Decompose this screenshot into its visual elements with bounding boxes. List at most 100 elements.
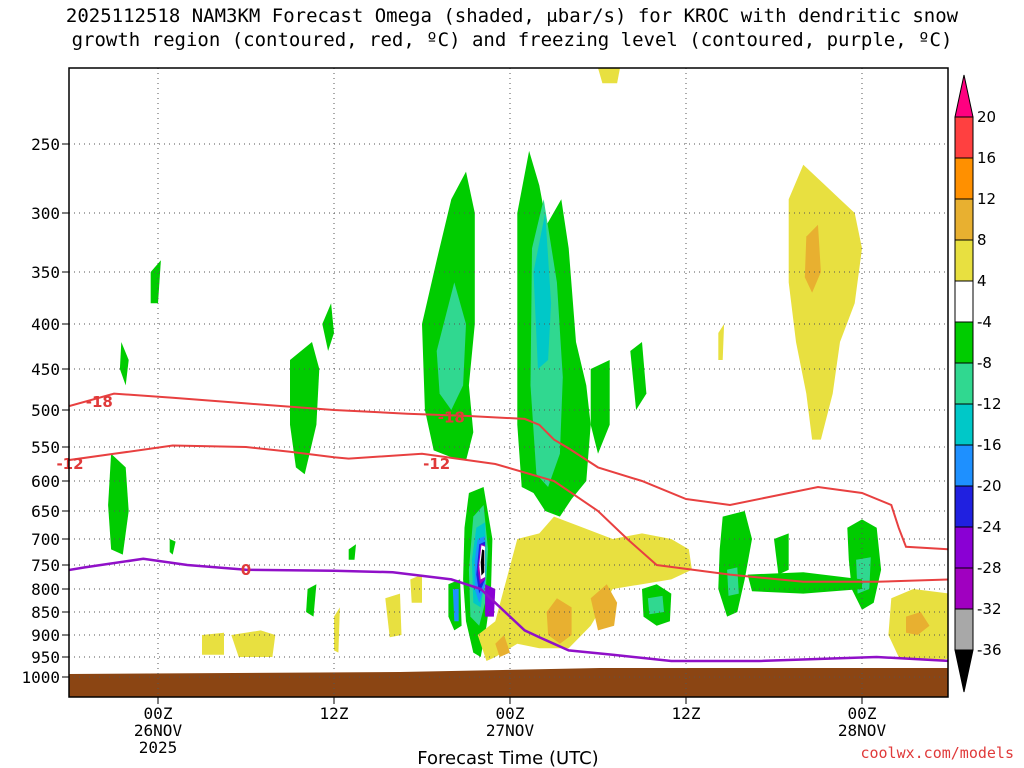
omega-shading xyxy=(0,68,1022,661)
y-tick-label: 650 xyxy=(31,502,60,521)
colorbar-cap-bottom xyxy=(954,649,974,693)
contour-lines xyxy=(69,392,948,663)
y-tick-label: 750 xyxy=(31,556,60,575)
omega-blob xyxy=(0,417,10,467)
colorbar-segment xyxy=(954,485,974,528)
colorbar-label: 4 xyxy=(977,272,987,290)
x-tick-label: 00Z xyxy=(144,704,173,723)
omega-blob xyxy=(480,549,485,576)
x-tick-date: 26NOV xyxy=(134,721,183,740)
omega-blob xyxy=(598,68,620,84)
omega-blob xyxy=(1006,584,1015,621)
omega-blob xyxy=(334,607,340,653)
colorbar-label: 16 xyxy=(977,149,996,167)
omega-blob xyxy=(348,544,356,560)
colorbar-segment xyxy=(954,239,974,282)
omega-blob xyxy=(1016,525,1022,536)
plot-frame xyxy=(68,67,949,698)
colorbar-cap-top xyxy=(954,74,974,118)
omega-blob xyxy=(647,595,664,615)
omega-blob xyxy=(150,260,161,304)
y-tick-label: 500 xyxy=(31,401,60,420)
x-tick-date: 28NOV xyxy=(838,721,887,740)
colorbar-label: -36 xyxy=(977,641,1002,659)
contour-label: -18 xyxy=(86,393,113,411)
contour-minus12 xyxy=(69,444,948,583)
y-tick-label: 700 xyxy=(31,530,60,549)
y-tick-label: 400 xyxy=(31,315,60,334)
contour-label: 0 xyxy=(241,561,251,579)
y-tick-label: 300 xyxy=(31,204,60,223)
site-credit[interactable]: coolwx.com/models xyxy=(860,744,1014,762)
colorbar-segment xyxy=(954,567,974,610)
x-tick-year: 2025 xyxy=(139,738,178,757)
colorbar-segment xyxy=(954,321,974,364)
colorbar-label: -28 xyxy=(977,559,1002,577)
omega-blob xyxy=(590,360,610,454)
omega-blob xyxy=(0,225,35,505)
chart-title: 2025112518 NAM3KM Forecast Omega (shaded… xyxy=(0,4,1024,52)
y-tick-label: 900 xyxy=(31,626,60,645)
x-tick-label: 00Z xyxy=(496,704,525,723)
omega-blob xyxy=(385,593,402,638)
colorbar-label: -12 xyxy=(977,395,1002,413)
x-axis-label: Forecast Time (UTC) xyxy=(417,748,598,768)
x-tick-date: 27NOV xyxy=(486,721,535,740)
colorbar-label: 12 xyxy=(977,190,996,208)
omega-blob xyxy=(410,574,422,603)
omega-blob xyxy=(1000,570,1019,653)
colorbar-label: -24 xyxy=(977,518,1002,536)
colorbar: 20 16 12 8 4 -4 -8 -12 -16 -20 -24 -28 -32 -36 xyxy=(954,74,1002,693)
omega-blob xyxy=(533,213,552,369)
colorbar-segment xyxy=(954,403,974,446)
colorbar-segment xyxy=(954,280,974,323)
omega-blob xyxy=(718,511,752,617)
y-tick-label: 450 xyxy=(31,360,60,379)
colorbar-label: 8 xyxy=(977,231,987,249)
colorbar-label: -16 xyxy=(977,436,1002,454)
x-tick-label: 12Z xyxy=(320,704,349,723)
y-tick-label: 1000 xyxy=(21,668,60,687)
contour-labels: -18-12-18-120-18-12 xyxy=(56,393,465,579)
omega-blob xyxy=(202,632,224,655)
ground-surface xyxy=(69,668,948,697)
omega-blob xyxy=(590,584,618,631)
contour-label: -12 xyxy=(423,455,450,473)
y-tick-label: 950 xyxy=(31,648,60,667)
omega-blob xyxy=(306,584,317,617)
omega-blob xyxy=(718,324,725,360)
omega-blob xyxy=(495,635,510,657)
omega-blob xyxy=(108,453,129,555)
omega-blob xyxy=(804,224,821,293)
x-tick-label: 00Z xyxy=(848,704,877,723)
colorbar-label: -20 xyxy=(977,477,1002,495)
y-tick-label: 550 xyxy=(31,438,60,457)
y-tick-label: 350 xyxy=(31,263,60,282)
omega-blob xyxy=(485,584,496,617)
colorbar-segment xyxy=(954,198,974,241)
omega-blob xyxy=(231,630,276,657)
colorbar-segment xyxy=(954,362,974,405)
contour-label: -18 xyxy=(438,408,465,426)
contour-freezing-level xyxy=(69,557,948,663)
omega-blob xyxy=(546,598,572,644)
x-tick-label: 12Z xyxy=(672,704,701,723)
omega-blob xyxy=(169,539,176,555)
omega-blob xyxy=(119,342,129,386)
colorbar-segment xyxy=(954,116,974,159)
y-tick-label: 250 xyxy=(31,135,60,154)
omega-blob xyxy=(774,533,789,575)
contour-label: -12 xyxy=(56,455,83,473)
omega-blob xyxy=(747,572,862,594)
colorbar-segment xyxy=(954,526,974,569)
omega-blob xyxy=(788,164,862,440)
chart-title-line-2: growth region (contoured, red, ºC) and f… xyxy=(71,29,953,51)
colorbar-label: -4 xyxy=(977,313,992,331)
y-tick-label: 800 xyxy=(31,580,60,599)
omega-blob xyxy=(727,567,739,596)
omega-blob xyxy=(0,272,17,377)
colorbar-segment xyxy=(954,444,974,487)
colorbar-label: -32 xyxy=(977,600,1002,618)
omega-blob xyxy=(322,303,334,351)
